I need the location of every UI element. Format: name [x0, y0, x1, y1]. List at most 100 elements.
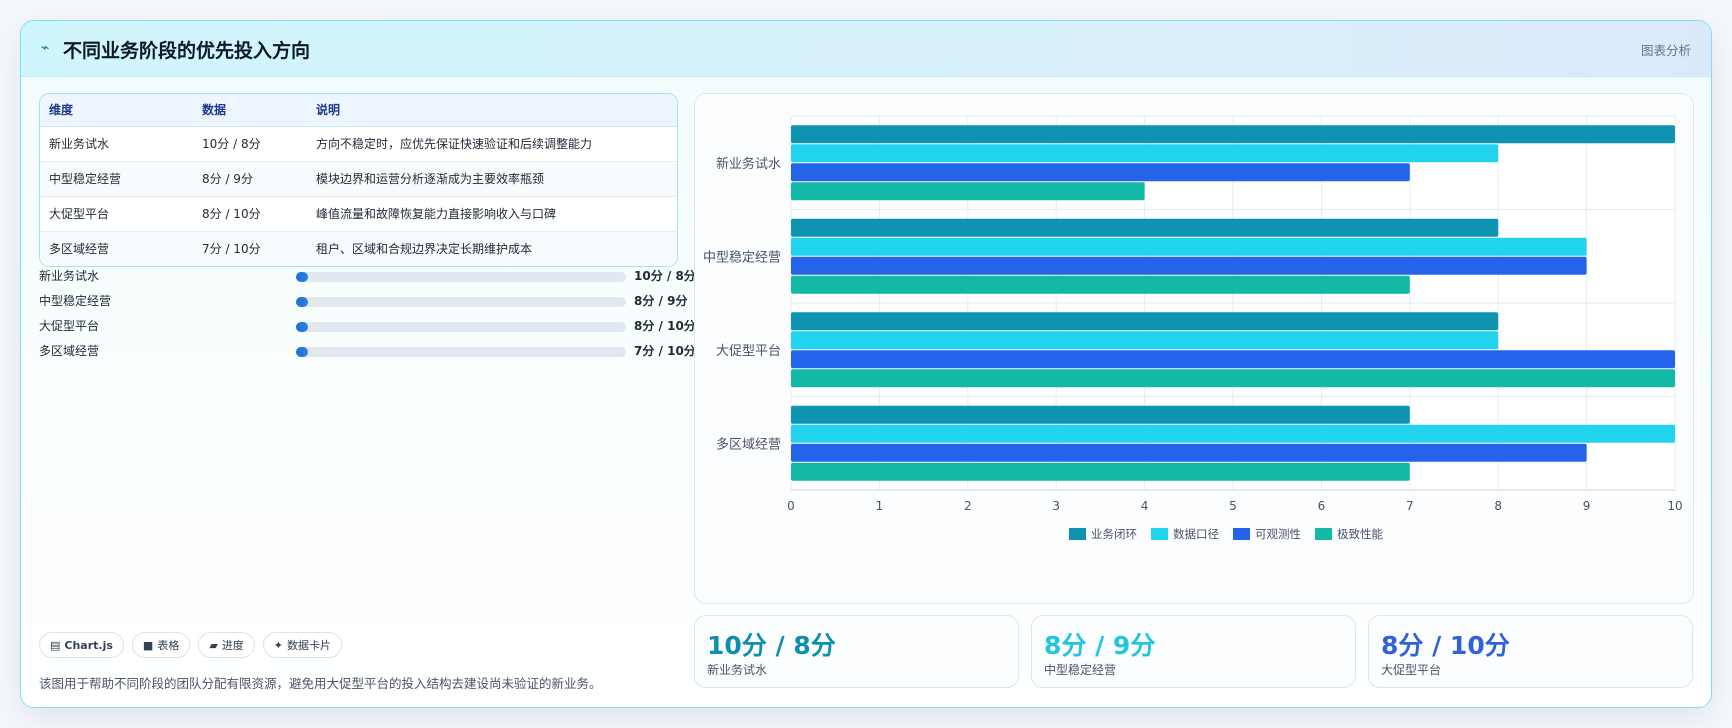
table-row: 新业务试水 10分 / 8分 方向不稳定时，应优先保证快速验证和后续调整能力 [40, 126, 677, 162]
progress-icon: ▰ [209, 638, 218, 652]
table-cell: 方向不稳定时，应优先保证快速验证和后续调整能力 [307, 126, 677, 162]
bar [791, 312, 1499, 331]
bar [791, 256, 1587, 275]
table-cell: 多区域经营 [49, 242, 110, 257]
bar [791, 424, 1675, 443]
x-tick-label: 9 [1583, 499, 1591, 513]
x-tick-label: 3 [1052, 499, 1060, 513]
progress-fill [296, 322, 308, 332]
progress-value: 8分 / 10分 [634, 319, 696, 333]
stat-card: 8分 / 10分 大促型平台 [1368, 615, 1693, 688]
progress-track [296, 347, 626, 357]
progress-label: 新业务试水 [39, 269, 100, 283]
stat-card: 8分 / 9分 中型稳定经营 [1031, 615, 1356, 688]
bar [791, 405, 1410, 424]
x-tick-label: 6 [1318, 499, 1326, 513]
progress-row: 多区域经营 7分 / 10分 [39, 339, 696, 364]
card-body: 维度 数据 说明 新业务试水 10分 / 8分 方向不稳定时，应优先保证快速验证… [21, 77, 1711, 707]
stat-label: 大促型平台 [1381, 663, 1442, 677]
tag-table[interactable]: ■ 表格 [131, 632, 191, 658]
table-cell: 8分 / 10分 [193, 196, 307, 232]
legend-label: 业务闭环 [1091, 527, 1137, 541]
progress-row: 大促型平台 8分 / 10分 [39, 314, 696, 339]
x-tick-label: 0 [787, 499, 795, 513]
chart-analysis-link[interactable]: 图表分析 [1640, 43, 1691, 58]
legend-swatch [1315, 528, 1332, 540]
legend-label: 可观测性 [1255, 527, 1301, 541]
legend-swatch [1069, 528, 1086, 540]
column-header: 维度 [40, 94, 193, 127]
bar [791, 350, 1675, 369]
bar [791, 182, 1145, 201]
x-tick-label: 5 [1229, 499, 1237, 513]
chart-card: ⌁ 不同业务阶段的优先投入方向 图表分析 维度 数据 说明 新业务试水 10分 … [20, 20, 1712, 708]
progress-value: 8分 / 9分 [634, 294, 688, 308]
table-row: 中型稳定经营 8分 / 9分 模块边界和运营分析逐渐成为主要效率瓶颈 [40, 161, 677, 197]
stat-label: 新业务试水 [707, 663, 768, 677]
stat-value: 8分 / 9分 [1044, 631, 1156, 660]
tag-label: 数据卡片 [287, 639, 332, 652]
column-header: 说明 [307, 94, 677, 127]
x-tick-label: 2 [964, 499, 972, 513]
table-cell: 新业务试水 [40, 126, 193, 162]
bar [791, 218, 1499, 237]
stat-card: 10分 / 8分 新业务试水 [694, 615, 1019, 688]
table-cell: 8分 / 9分 [193, 161, 307, 197]
bar [791, 163, 1410, 182]
bar [791, 443, 1587, 462]
trend-icon: ⌁ [41, 40, 50, 56]
chart-icon: ▤ [50, 638, 61, 652]
card-header: ⌁ 不同业务阶段的优先投入方向 图表分析 [21, 21, 1711, 77]
x-tick-label: 10 [1667, 499, 1682, 513]
table-row: 大促型平台 8分 / 10分 峰值流量和故障恢复能力直接影响收入与口碑 [40, 196, 677, 232]
y-tick-label: 多区域经营 [716, 436, 781, 452]
data-table: 维度 数据 说明 新业务试水 10分 / 8分 方向不稳定时，应优先保证快速验证… [39, 93, 678, 267]
progress-fill [296, 297, 308, 307]
bar [791, 237, 1587, 256]
progress-track [296, 297, 626, 307]
tag-data-card[interactable]: ✦ 数据卡片 [262, 632, 343, 658]
tag-chartjs[interactable]: ▤ Chart.js [39, 632, 124, 658]
page-title: 不同业务阶段的优先投入方向 [63, 40, 311, 62]
table-cell: 中型稳定经营 [40, 161, 193, 197]
tag-list: ▤ Chart.js ■ 表格 ▰ 进度 ✦ 数据卡片 [39, 632, 343, 658]
footnote: 该图用于帮助不同阶段的团队分配有限资源，避免用大促型平台的投入结构去建设尚未验证… [39, 676, 602, 691]
table-header-row: 维度 数据 说明 [40, 94, 677, 127]
progress-label: 多区域经营 [39, 344, 100, 358]
tag-label: 表格 [157, 639, 180, 652]
table-cell: 租户、区域和合规边界决定长期维护成本 [316, 242, 533, 257]
x-tick-label: 4 [1141, 499, 1149, 513]
tag-progress[interactable]: ▰ 进度 [198, 632, 255, 658]
progress-fill [296, 347, 308, 357]
progress-value: 7分 / 10分 [634, 344, 696, 358]
progress-label: 大促型平台 [39, 319, 100, 333]
bar [791, 144, 1499, 163]
progress-row: 新业务试水 10分 / 8分 [39, 264, 696, 289]
progress-fill [296, 272, 308, 282]
stat-value: 8分 / 10分 [1381, 631, 1510, 660]
y-tick-label: 新业务试水 [716, 156, 781, 172]
legend-swatch [1233, 528, 1250, 540]
progress-list: 新业务试水 10分 / 8分 中型稳定经营 8分 / 9分 大促型平台 8分 /… [39, 264, 696, 364]
stat-label: 中型稳定经营 [1044, 663, 1117, 677]
bar [791, 125, 1675, 144]
progress-label: 中型稳定经营 [39, 294, 112, 308]
column-header: 数据 [193, 94, 307, 127]
tag-label: 进度 [221, 639, 244, 652]
y-tick-label: 大促型平台 [716, 344, 781, 359]
progress-row: 中型稳定经营 8分 / 9分 [39, 289, 693, 314]
y-tick-label: 中型稳定经营 [703, 249, 781, 265]
table-row: 多区域经营 7分 / 10分 租户、区域和合规边界决定长期维护成本 [40, 231, 677, 266]
sparkle-icon: ✦ [273, 638, 284, 652]
progress-track [296, 272, 626, 282]
bar [791, 331, 1499, 350]
legend-label: 数据口径 [1173, 527, 1219, 541]
stat-value: 10分 / 8分 [707, 631, 836, 660]
chart-panel: 0 1 2 3 4 5 6 7 8 9 10 新业务试水 中型稳定经营 大促型平台 多区域经营 业务闭环 数据口… [694, 93, 1694, 604]
table-cell: 模块边界和运营分析逐渐成为主要效率瓶颈 [307, 161, 677, 197]
progress-track [296, 322, 626, 332]
legend: 业务闭环 数据口径 可观测性 极致性能 [1069, 527, 1383, 541]
bar [791, 275, 1410, 294]
